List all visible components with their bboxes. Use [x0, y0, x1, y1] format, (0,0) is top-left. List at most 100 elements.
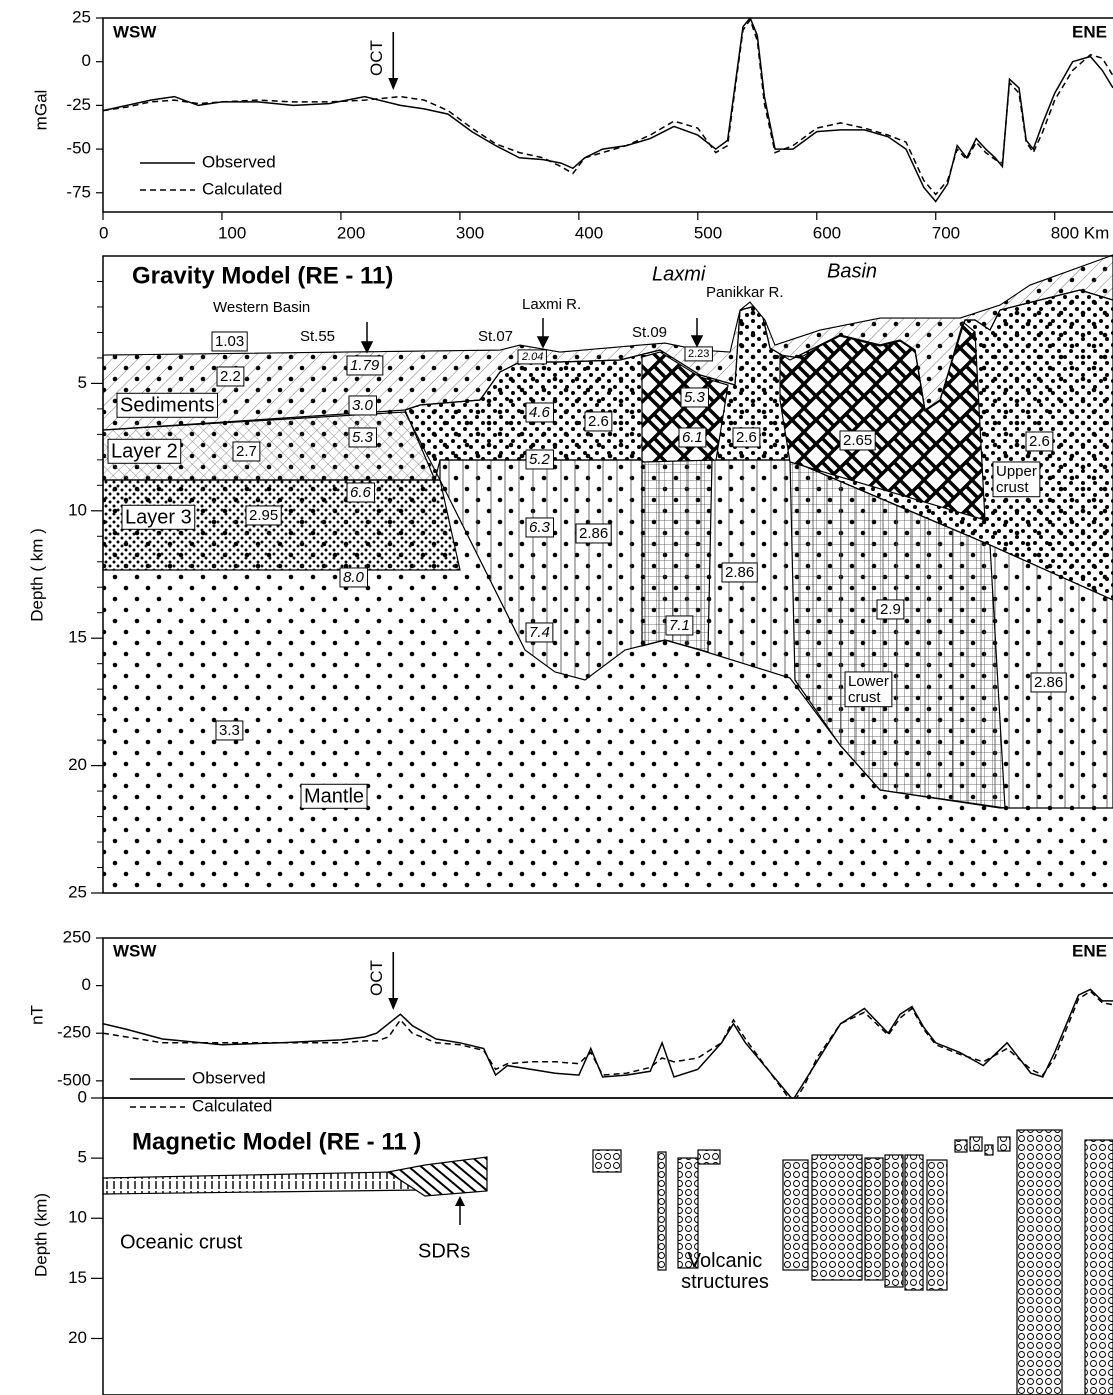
- annotation-arrow-head: [388, 998, 399, 1010]
- velocity-label: 3.0: [352, 397, 374, 414]
- station-label: St.07: [478, 328, 513, 345]
- y-axis-title: Depth ( km ): [27, 528, 46, 622]
- region-label: Panikkar R.: [706, 284, 784, 301]
- y-tick-label: -50: [66, 139, 91, 158]
- body-label: Volcanic structures: [681, 1250, 769, 1293]
- y-axis-title: Depth (km): [31, 1193, 50, 1277]
- direction-label: ENE: [1072, 941, 1107, 960]
- axis-frame: [102, 17, 1113, 213]
- velocity-label: 6.3: [529, 519, 551, 536]
- label-box: [584, 411, 613, 432]
- legend-label: Observed: [202, 152, 276, 171]
- x-tick-label: 100: [218, 223, 246, 242]
- station-arrows: [360, 318, 704, 354]
- series-line: [103, 990, 1113, 1098]
- label-box: [1030, 672, 1067, 693]
- panel-title: Gravity Model (RE - 11): [132, 262, 393, 289]
- y-tick-label: 15: [68, 628, 87, 647]
- axis-frame: [102, 255, 1113, 894]
- legend-label: Calculated: [192, 1096, 272, 1115]
- label-box: [346, 482, 376, 503]
- label-box: [525, 449, 555, 470]
- velocity-label: 2.04: [521, 351, 543, 363]
- layer-label: Sediments: [120, 394, 215, 416]
- label-box: [525, 402, 555, 423]
- legend-label: Calculated: [202, 179, 282, 198]
- y-tick-label: -75: [66, 182, 91, 201]
- x-tick-label: 700: [932, 223, 960, 242]
- y-tick-label: 15: [68, 1268, 87, 1287]
- density-label: 2.95: [249, 507, 278, 524]
- velocity-label: 5.2: [529, 451, 551, 468]
- velocity-label: 7.1: [669, 617, 690, 634]
- y-tick-label: 10: [68, 1208, 87, 1227]
- label-line: Upper: [996, 463, 1037, 480]
- density-label: 2.9: [880, 601, 901, 618]
- magnetic-model-bodies: Oceanic crust SDRs Volcanic structures: [102, 1129, 1113, 1395]
- station-label: St.09: [632, 324, 667, 341]
- x-tick-label: 300: [456, 223, 484, 242]
- x-tick-label: 200: [337, 223, 365, 242]
- label-box: [525, 517, 555, 538]
- y-tick-label: 250: [63, 927, 91, 946]
- label-box: [211, 331, 248, 352]
- direction-label: ENE: [1072, 22, 1107, 41]
- label-box: [678, 427, 707, 448]
- velocity-label: 5.3: [684, 389, 706, 406]
- annotation: OCT: [367, 960, 386, 996]
- density-label: 2.2: [220, 368, 241, 385]
- direction-label: WSW: [113, 22, 157, 41]
- density-label: 2.65: [843, 432, 872, 449]
- velocity-label: 8.0: [343, 569, 365, 586]
- label-box: [684, 346, 713, 362]
- velocity-label: 7.4: [529, 624, 550, 641]
- label-line: structures: [681, 1271, 769, 1293]
- label-box: [992, 461, 1041, 498]
- label-box: [348, 427, 378, 448]
- water-column: [102, 254, 1113, 356]
- y-axis-title: mGal: [31, 90, 50, 131]
- label-box: [346, 355, 384, 376]
- station-label: St.55: [300, 328, 335, 345]
- x-tick-label: 800 Km: [1051, 223, 1110, 242]
- label-box: [245, 505, 282, 526]
- y-tick-label: 5: [78, 1148, 87, 1167]
- density-label: 3.3: [219, 722, 240, 739]
- label-line: Volcanic: [688, 1250, 763, 1272]
- label-box: [107, 438, 182, 464]
- series-line: [103, 18, 1113, 196]
- label-box: [680, 387, 710, 408]
- series-line: [103, 988, 1113, 1098]
- label-box: [525, 622, 554, 643]
- y-tick-label: 0: [78, 1087, 87, 1106]
- gravity-model-layers: Laxmi Basin Western Basin Laxmi R. Panik…: [102, 254, 1113, 893]
- x-tick-label: 500: [694, 223, 722, 242]
- y-tick-label: 25: [68, 882, 87, 901]
- velocity-label: 6.6: [350, 484, 372, 501]
- layer-label: Mantle: [304, 785, 364, 807]
- annotation-arrow-head: [388, 78, 399, 90]
- density-label: 2.6: [588, 413, 609, 430]
- label-line: Lower: [848, 673, 889, 690]
- label-box: [721, 562, 758, 583]
- y-tick-label: -25: [66, 95, 91, 114]
- label-box: [732, 427, 761, 448]
- sdr-arrow-head: [455, 1196, 465, 1206]
- density-label: 2.86: [579, 525, 608, 542]
- layer-label: Lower crust: [848, 673, 889, 706]
- label-box: [876, 599, 905, 620]
- layer-label: Layer 2: [111, 440, 178, 462]
- x-tick-label: 0: [99, 223, 108, 242]
- label-line: crust: [848, 689, 881, 706]
- y-axis-title: nT: [27, 1005, 46, 1025]
- y-tick-label: 20: [68, 755, 87, 774]
- region-label: Western Basin: [213, 299, 310, 316]
- label-box: [839, 430, 876, 451]
- y-tick-label: 5: [78, 373, 87, 392]
- label-box: [575, 523, 612, 544]
- volcanic-bodies: [592, 1129, 1113, 1395]
- density-label: 2.6: [736, 429, 757, 446]
- y-tick-label: 20: [68, 1328, 87, 1347]
- label-box: [517, 349, 547, 365]
